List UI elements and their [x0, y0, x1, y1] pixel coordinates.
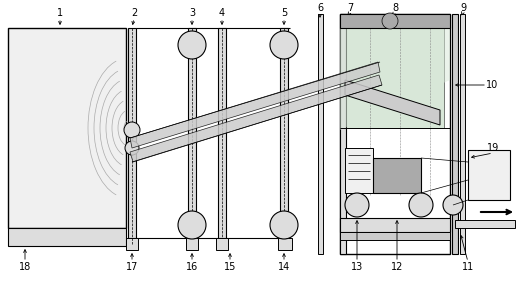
Text: 7: 7: [347, 3, 353, 13]
Text: 15: 15: [224, 262, 236, 272]
Text: 12: 12: [391, 262, 403, 272]
Bar: [346, 28, 444, 128]
Polygon shape: [340, 28, 450, 130]
Circle shape: [178, 31, 206, 59]
Bar: [216, 238, 228, 250]
Bar: [373, 158, 421, 193]
Bar: [452, 14, 458, 254]
Polygon shape: [130, 62, 380, 148]
Circle shape: [270, 211, 298, 239]
Bar: [340, 232, 450, 240]
Text: 8: 8: [392, 3, 398, 13]
Text: 9: 9: [460, 3, 466, 13]
Bar: [8, 28, 126, 228]
Bar: [186, 238, 198, 250]
Bar: [460, 14, 465, 254]
Text: 3: 3: [189, 8, 195, 18]
Bar: [340, 218, 450, 232]
Polygon shape: [130, 75, 382, 162]
Bar: [278, 238, 292, 250]
Text: 13: 13: [351, 262, 363, 272]
Bar: [468, 150, 510, 200]
Bar: [218, 28, 226, 238]
Bar: [340, 14, 450, 28]
Bar: [318, 14, 323, 254]
Bar: [188, 28, 196, 238]
Text: 18: 18: [19, 262, 31, 272]
Text: 6: 6: [317, 3, 323, 13]
Text: 2: 2: [131, 8, 137, 18]
Bar: [126, 238, 138, 250]
Polygon shape: [345, 80, 440, 125]
Circle shape: [124, 122, 140, 138]
Text: 16: 16: [186, 262, 198, 272]
Text: 17: 17: [126, 262, 138, 272]
Bar: [455, 220, 515, 228]
Bar: [340, 14, 450, 254]
Text: 4: 4: [219, 8, 225, 18]
Circle shape: [382, 13, 398, 29]
Circle shape: [270, 31, 298, 59]
Text: 14: 14: [278, 262, 290, 272]
Circle shape: [409, 193, 433, 217]
Bar: [8, 228, 126, 246]
Circle shape: [178, 211, 206, 239]
Bar: [340, 14, 346, 254]
Circle shape: [125, 141, 139, 155]
Text: 10: 10: [486, 80, 498, 90]
Text: 11: 11: [462, 262, 474, 272]
Bar: [128, 28, 136, 238]
Bar: [345, 148, 373, 193]
Text: 19: 19: [487, 143, 499, 153]
Text: 5: 5: [281, 8, 287, 18]
Circle shape: [345, 193, 369, 217]
Bar: [280, 28, 288, 238]
Circle shape: [443, 195, 463, 215]
Text: 1: 1: [57, 8, 63, 18]
